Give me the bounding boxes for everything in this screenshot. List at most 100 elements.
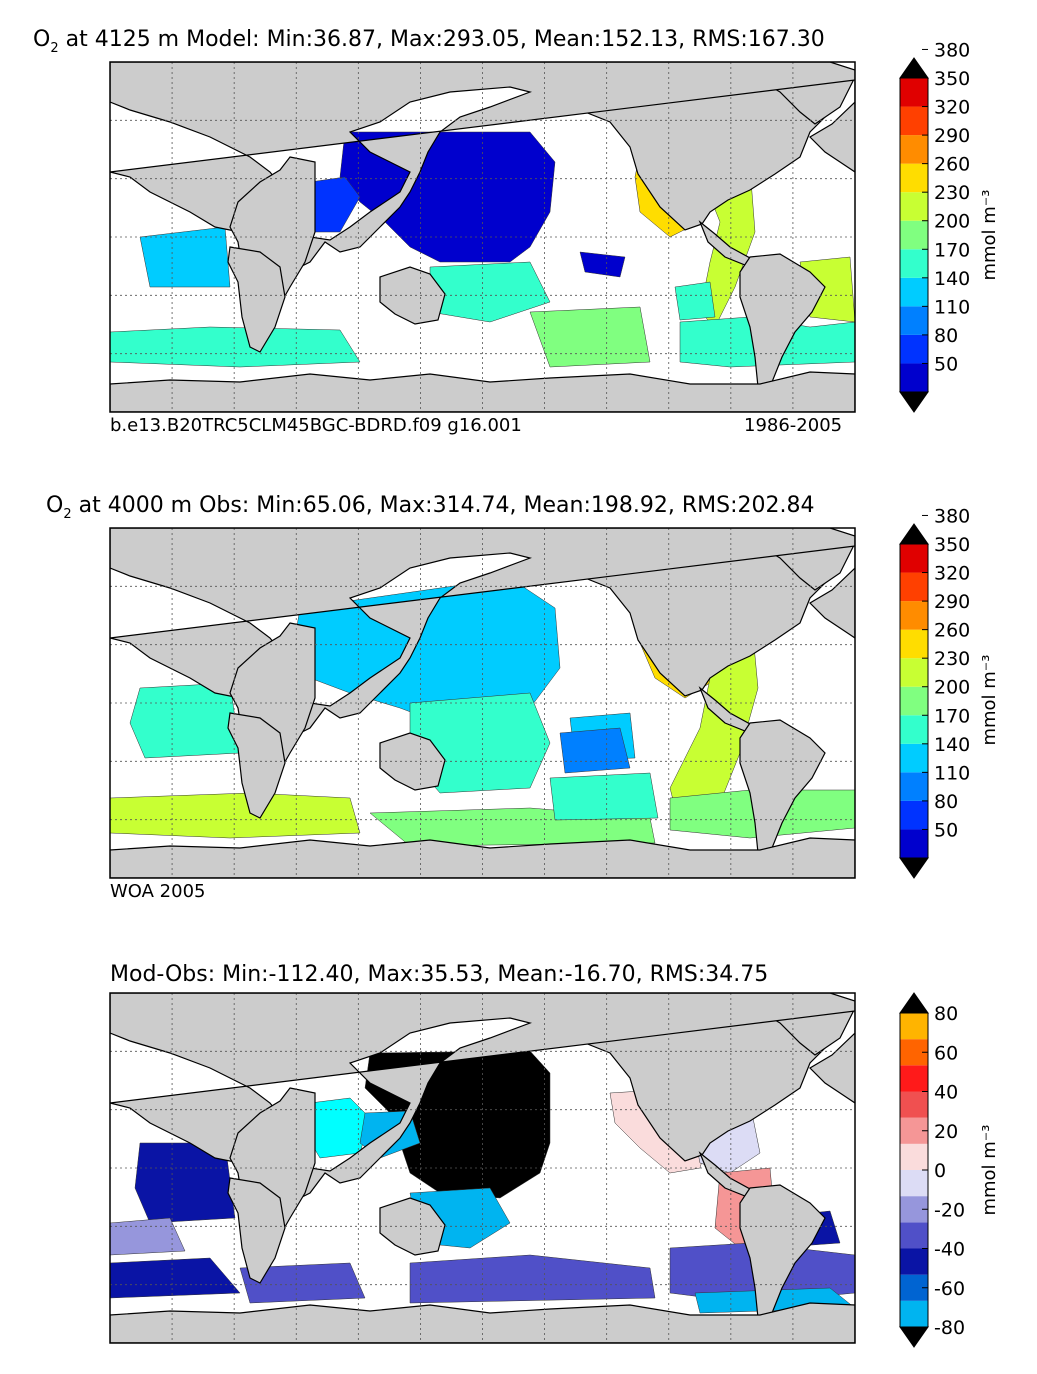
colorbar-segment	[900, 334, 928, 364]
colorbar-tick-label: 260	[934, 620, 970, 642]
colorbar-unit-label: mmol m⁻³	[979, 1124, 1000, 1215]
colorbar-segment	[900, 829, 928, 858]
colorbar-tick-label: 320	[934, 563, 970, 585]
colorbar-tick-label: -40	[934, 1239, 965, 1261]
panel-2-title: O2 at 4000 m Obs: Min:65.06, Max:314.74,…	[46, 493, 815, 522]
colorbar-tick-label: 60	[934, 1042, 958, 1064]
field-region	[674, 281, 716, 321]
colorbar-extend-min	[899, 857, 929, 879]
colorbar-segment	[900, 220, 928, 250]
colorbar-tick-label: 290	[934, 591, 970, 613]
colorbar-tick-label: 50	[934, 819, 958, 841]
colorbar-segment	[900, 1170, 928, 1197]
colorbar-segment	[900, 163, 928, 193]
gridlines	[110, 528, 855, 878]
colorbar-extend-min	[899, 391, 929, 413]
colorbar-tick-label: 0	[934, 1160, 946, 1182]
map-panel-2	[109, 527, 856, 879]
map-frame	[109, 61, 856, 413]
colorbar-tick-label: 20	[934, 1121, 958, 1143]
colorbar-3: -80 -60 -40 -20 0 20 40 60 80 mmol m⁻³	[899, 992, 1000, 1348]
colorbar-segment	[900, 772, 928, 801]
colorbar-segment	[900, 78, 928, 107]
map-panel-1	[109, 61, 856, 413]
colorbar-1: 50 80 110 140 170 200 230 260 290 320 350 380 mmol m…	[899, 39, 1000, 413]
colorbar-segment	[900, 601, 928, 630]
colorbar-extend-min	[899, 1326, 929, 1348]
colorbar-segment	[900, 800, 928, 830]
colorbar-tick-label: 230	[934, 182, 970, 204]
panel-1-footer-left: b.e13.B20TRC5CLM45BGC-BDRD.f09 g16.001	[110, 415, 522, 436]
map-panel-3	[109, 992, 856, 1344]
colorbar-tick-label: 290	[934, 125, 970, 147]
colorbar-tick-label: 50	[934, 353, 958, 375]
colorbar-segment	[900, 629, 928, 659]
field-region	[409, 1254, 656, 1304]
colorbar-segment	[900, 249, 928, 278]
colorbar-segment	[900, 363, 928, 392]
colorbar-tick-label: 80	[934, 791, 958, 813]
colorbar-tick-label: -80	[934, 1317, 965, 1339]
colorbar-segment	[900, 743, 928, 773]
colorbar-segment	[900, 686, 928, 716]
colorbar-tick-label: 200	[934, 211, 970, 233]
colorbar-segment	[900, 192, 928, 221]
field-region	[579, 251, 626, 278]
colorbar-segment	[900, 1013, 928, 1040]
field-region	[559, 727, 631, 774]
field-region	[139, 226, 231, 288]
colorbar-unit-label: mmol m⁻³	[979, 654, 1000, 745]
colorbar-segment	[900, 106, 928, 136]
colorbar-segment	[900, 1248, 928, 1275]
colorbar-extend-max	[899, 523, 929, 545]
colorbar-tick-label: 350	[934, 534, 970, 556]
colorbar-tick-label: -20	[934, 1199, 965, 1221]
colorbar-tick-label: 350	[934, 68, 970, 90]
colorbar-segment	[900, 1300, 928, 1327]
panel-1-title: O2 at 4125 m Model: Min:36.87, Max:293.0…	[33, 27, 825, 56]
colorbar-2: 50 80 110 140 170 200 230 260 290 320 350 380 mmol m…	[899, 505, 1000, 879]
colorbar-segment	[900, 1143, 928, 1170]
colorbar-segment	[900, 572, 928, 602]
field-region	[110, 326, 361, 368]
colorbar-tick-label: -60	[934, 1278, 965, 1300]
colorbar-extend-max	[899, 992, 929, 1014]
colorbar-segment	[900, 544, 928, 573]
colorbar-tick-label: 260	[934, 154, 970, 176]
field-region	[529, 306, 651, 368]
colorbar-tick-label: 170	[934, 705, 970, 727]
colorbar-tick-label: 80	[934, 325, 958, 347]
colorbar-tick-label: 40	[934, 1082, 958, 1104]
colorbar-segment	[900, 135, 928, 164]
colorbar-tick-label: 230	[934, 648, 970, 670]
colorbar-segment	[900, 306, 928, 335]
gridlines	[110, 993, 855, 1343]
field-region	[239, 1262, 366, 1304]
field-region	[110, 1257, 241, 1299]
colorbar-extend-max	[899, 57, 929, 79]
colorbar-segment	[900, 715, 928, 744]
colorbar-tick-label: 200	[934, 677, 970, 699]
field-region	[549, 772, 659, 821]
field-region	[110, 792, 361, 839]
colorbar-tick-label: 170	[934, 239, 970, 261]
colorbar-tick-label: 110	[934, 762, 970, 784]
colorbar-tick-label: 140	[934, 268, 970, 290]
map-frame	[109, 527, 856, 879]
map-frame	[109, 992, 856, 1344]
panel-3-title: Mod-Obs: Min:-112.40, Max:35.53, Mean:-1…	[110, 962, 769, 987]
field-region	[110, 1217, 186, 1256]
colorbar-tick-label: 320	[934, 97, 970, 119]
colorbar-tick-label: 80	[934, 1003, 958, 1025]
colorbar-segment	[900, 1091, 928, 1118]
colorbar-tick-label: 140	[934, 734, 970, 756]
colorbar-unit-label: mmol m⁻³	[979, 189, 1000, 280]
colorbar-tick-label: 380	[934, 39, 970, 61]
colorbar-segment	[900, 658, 928, 687]
colorbar-tick-label: 110	[934, 296, 970, 318]
colorbar-segment	[900, 1222, 928, 1249]
gridlines	[110, 62, 855, 412]
colorbar-segment	[900, 1065, 928, 1092]
colorbar-tick-label: 380	[934, 505, 970, 527]
